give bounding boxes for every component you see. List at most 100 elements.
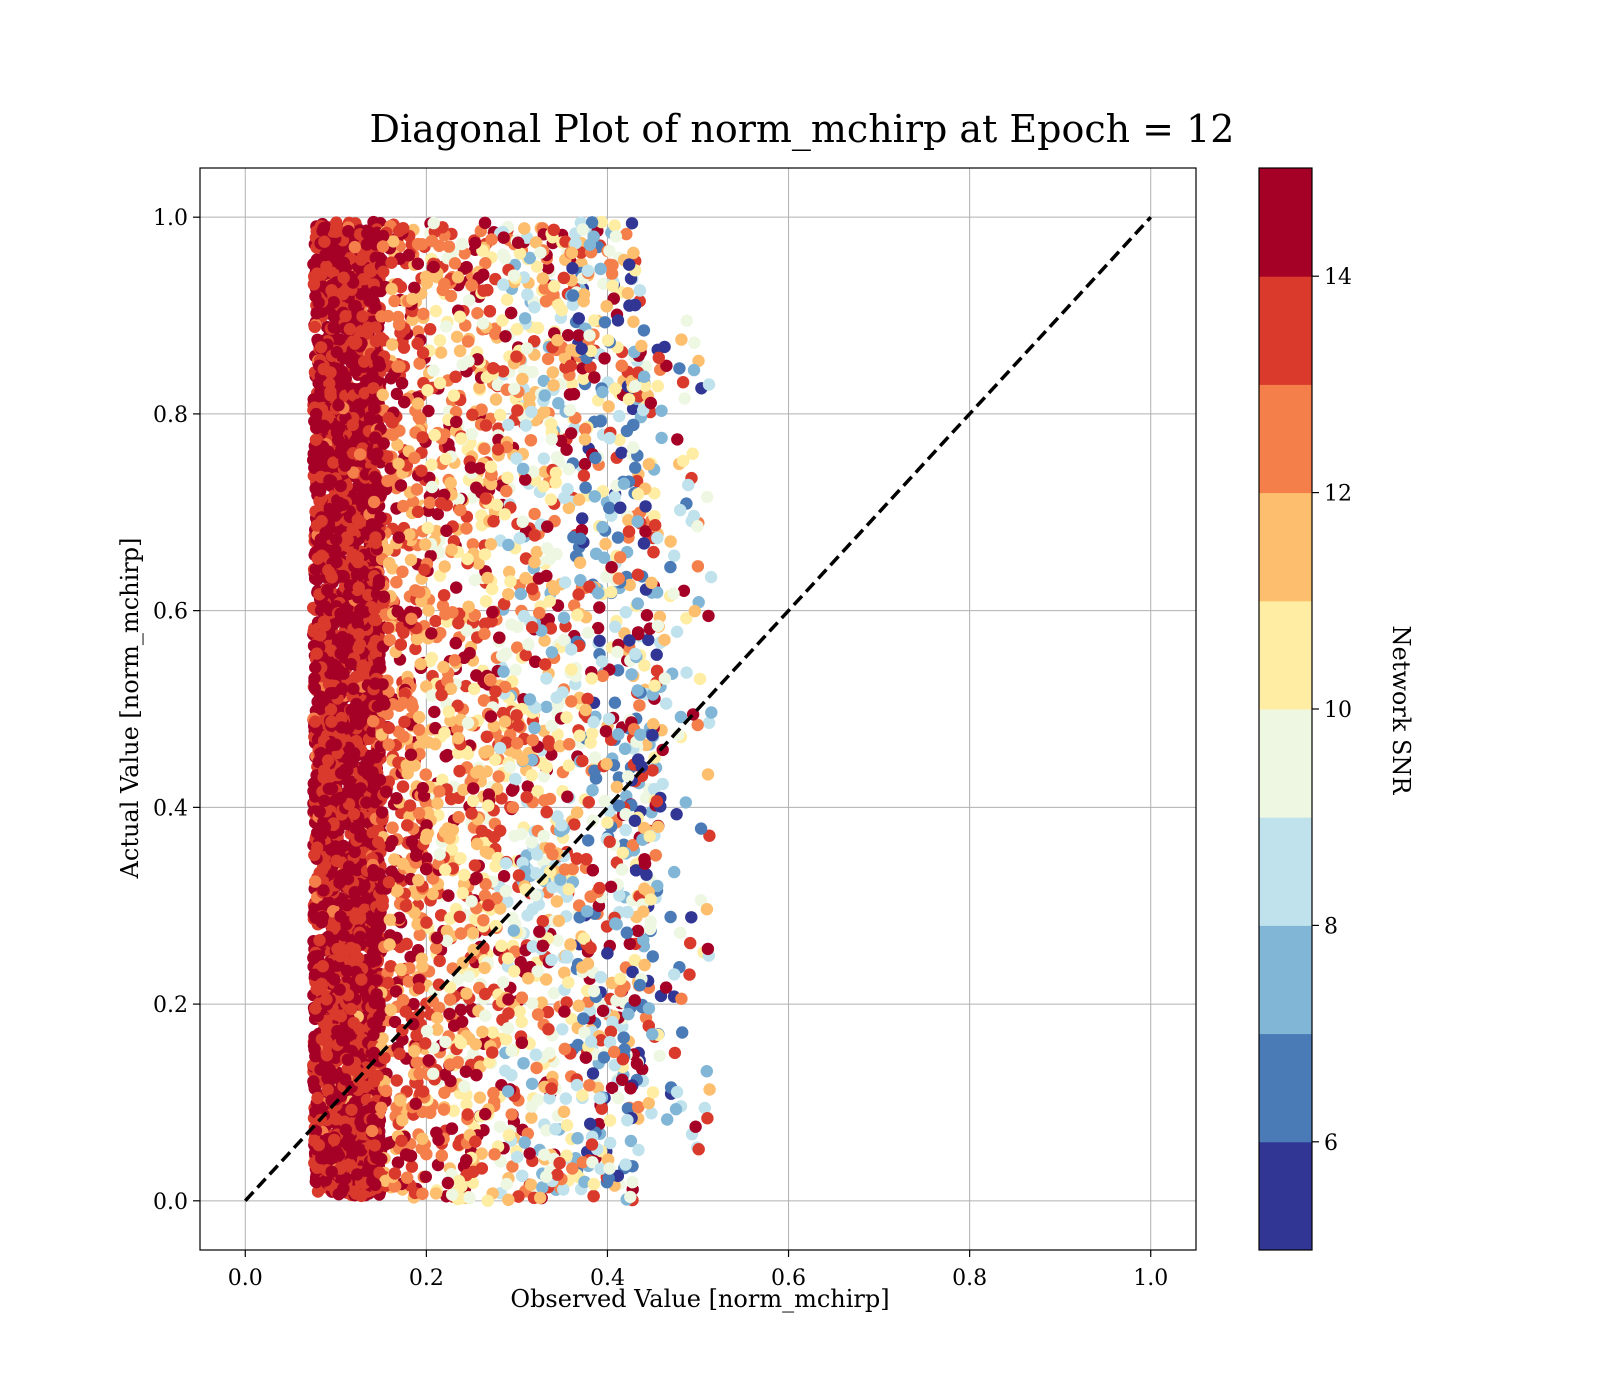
scatter-point [328, 973, 341, 986]
scatter-point [341, 533, 354, 546]
scatter-point [331, 500, 344, 514]
scatter-point [334, 791, 347, 805]
scatter-point [450, 581, 463, 594]
scatter-point [347, 807, 361, 821]
scatter-point [330, 556, 343, 569]
scatter-point [599, 537, 612, 551]
scatter-point [324, 389, 337, 402]
scatter-point [313, 805, 326, 818]
scatter-point [334, 1010, 348, 1023]
scatter-point [317, 884, 330, 897]
scatter-point [320, 993, 333, 1006]
scatter-point [327, 321, 340, 334]
scatter-point [315, 549, 328, 562]
scatter-point [348, 943, 362, 956]
scatter-point [309, 911, 322, 924]
scatter-point [557, 611, 571, 624]
scatter-point [309, 1175, 322, 1188]
scatter-point [309, 1050, 322, 1063]
scatter-point [322, 782, 336, 795]
scatter-point [318, 820, 332, 834]
scatter-point [321, 1083, 334, 1097]
scatter-point [332, 399, 345, 412]
scatter-point [327, 296, 340, 309]
scatter-point [308, 682, 321, 695]
scatter-point [341, 1053, 355, 1066]
scatter-point [355, 973, 368, 986]
scatter-point [351, 568, 364, 581]
scatter-point [343, 322, 357, 336]
scatter-point [572, 588, 585, 601]
scatter-point [338, 459, 352, 472]
scatter-point [337, 929, 350, 942]
scatter-point [335, 682, 349, 695]
scatter-point [325, 571, 338, 584]
scatter-point [352, 628, 366, 641]
scatter-point [311, 1185, 325, 1198]
scatter-point [354, 715, 367, 728]
scatter-point [315, 451, 329, 464]
scatter-point [310, 267, 324, 280]
scatter-point [342, 1132, 356, 1146]
scatter-point [412, 723, 426, 736]
scatter-point [317, 615, 331, 628]
scatter-point [309, 433, 323, 446]
scatter-point [315, 977, 328, 991]
scatter-point [318, 764, 331, 777]
scatter-point [330, 426, 344, 439]
scatter-point [320, 1049, 334, 1062]
scatter-point [308, 848, 321, 862]
scatter-point [314, 1063, 327, 1076]
scatter-point [329, 533, 343, 546]
scatter-point [348, 886, 361, 899]
scatter-point [308, 715, 322, 728]
scatter-point [321, 584, 334, 597]
scatter-point [450, 330, 464, 343]
scatter-point [339, 1073, 352, 1086]
scatter-point [334, 869, 348, 883]
scatter-point [309, 1002, 322, 1015]
scatter-point [349, 912, 362, 925]
scatter-point [627, 315, 640, 328]
scatter-point [558, 576, 572, 589]
scatter-point [314, 341, 328, 354]
scatter-point [310, 647, 323, 660]
scatter-point [332, 1149, 345, 1162]
scatter-point [314, 484, 327, 497]
scatter-point [347, 1016, 360, 1030]
scatter-point [354, 930, 367, 944]
scatter-point [351, 556, 365, 569]
scatter-point [351, 1168, 364, 1181]
scatter-point [367, 495, 381, 509]
scatter-point [489, 393, 503, 406]
scatter-point [429, 304, 443, 318]
scatter-point [351, 611, 364, 624]
scatter-point [509, 663, 522, 677]
scatter-point [355, 253, 368, 266]
scatter-point [335, 1186, 348, 1199]
scatter-point [342, 225, 355, 238]
scatter-point [338, 370, 352, 383]
scatter-point [325, 1165, 338, 1179]
scatter-point [497, 665, 510, 678]
scatter-point [318, 235, 331, 248]
scatter-point [344, 658, 358, 671]
scatter-point [314, 629, 327, 642]
scatter-point [334, 910, 347, 923]
scatter-point [331, 942, 344, 956]
scatter-point [352, 491, 365, 505]
scatter-point [625, 217, 639, 230]
scatter-point [497, 870, 511, 883]
scatter-point [340, 964, 354, 978]
scatter-point [315, 514, 328, 528]
scatter-point [314, 533, 327, 546]
scatter-point [336, 569, 349, 583]
scatter-point [324, 366, 337, 379]
scatter-point [309, 290, 322, 303]
scatter-point [547, 987, 561, 1000]
scatter-point [540, 700, 553, 714]
scatter-point [334, 647, 347, 660]
scatter-point [345, 1103, 358, 1117]
scatter-point [343, 1029, 356, 1042]
